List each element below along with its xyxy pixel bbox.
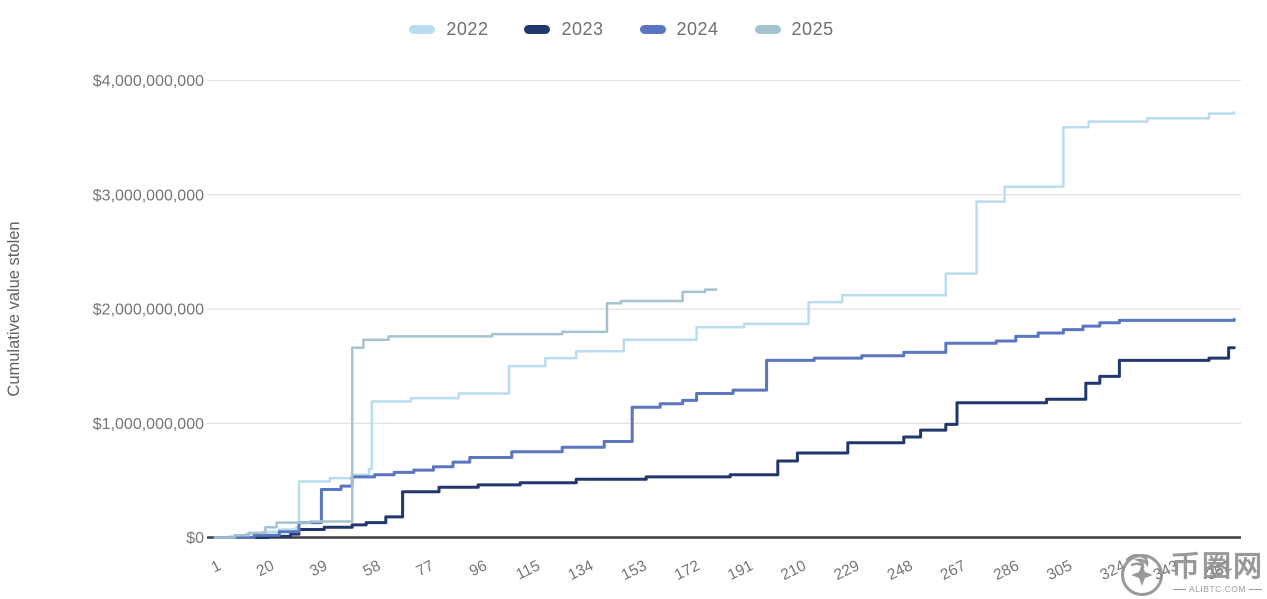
legend-item-2022: 2022 [409,19,488,40]
legend-swatch-2025 [754,25,781,34]
x-tick-label: 305 [1044,557,1075,584]
series-line-2024 [213,317,1236,539]
x-tick-label: 115 [513,557,543,583]
legend-item-2024: 2024 [639,19,719,40]
series-line-2025 [213,288,718,539]
legend-item-2025: 2025 [754,19,834,40]
series-layer [213,111,1236,539]
x-tick-label: 58 [360,557,383,580]
x-tick-label: 39 [307,557,330,580]
x-tick-label: 210 [778,557,809,584]
y-tick-label: $3,000,000,000 [93,187,204,204]
x-tick-label: 248 [885,557,916,584]
axis-label-layer: $0 $1,000,000,000 $2,000,000,000 $3,000,000… [93,73,1235,584]
chart-legend: 2022 2023 2024 2025 [0,19,1255,40]
x-tick-label: 286 [991,557,1022,584]
series-line-2022 [213,111,1236,539]
legend-swatch-2024 [639,25,666,34]
legend-swatch-2023 [524,25,551,34]
y-tick-label: $4,000,000,000 [93,73,204,90]
x-tick-label: 134 [565,557,596,584]
x-tick-label: 267 [938,557,969,584]
legend-item-2023: 2023 [524,19,603,40]
watermark-site-name: 币圈网 [1170,550,1264,583]
watermark-domain: ALIBTC.COM [1173,585,1262,594]
star-icon [1130,564,1153,586]
x-tick-label: 20 [254,557,277,580]
legend-label: 2022 [446,19,489,39]
legend-swatch-2022 [409,25,436,34]
y-tick-label: $1,000,000,000 [93,416,204,433]
x-tick-label: 77 [414,557,437,580]
y-axis-title: Cumulative value stolen [5,221,23,396]
x-tick-label: 172 [672,557,703,584]
y-tick-label: $0 [186,530,204,547]
x-tick-label: 191 [725,557,756,584]
x-tick-label: 229 [831,557,862,584]
x-tick-label: 96 [467,557,490,580]
grid-layer [207,79,1241,539]
legend-label: 2023 [561,19,604,39]
legend-label: 2025 [791,19,834,39]
x-tick-label: 153 [619,557,650,584]
y-tick-label: $2,000,000,000 [93,302,204,319]
x-tick-label: 1 [209,557,224,576]
watermark-dragon-logo [1120,553,1163,596]
legend-label: 2024 [676,19,719,39]
series-line-2023 [213,346,1236,539]
watermark: 币圈网 ALIBTC.COM [1117,548,1264,598]
